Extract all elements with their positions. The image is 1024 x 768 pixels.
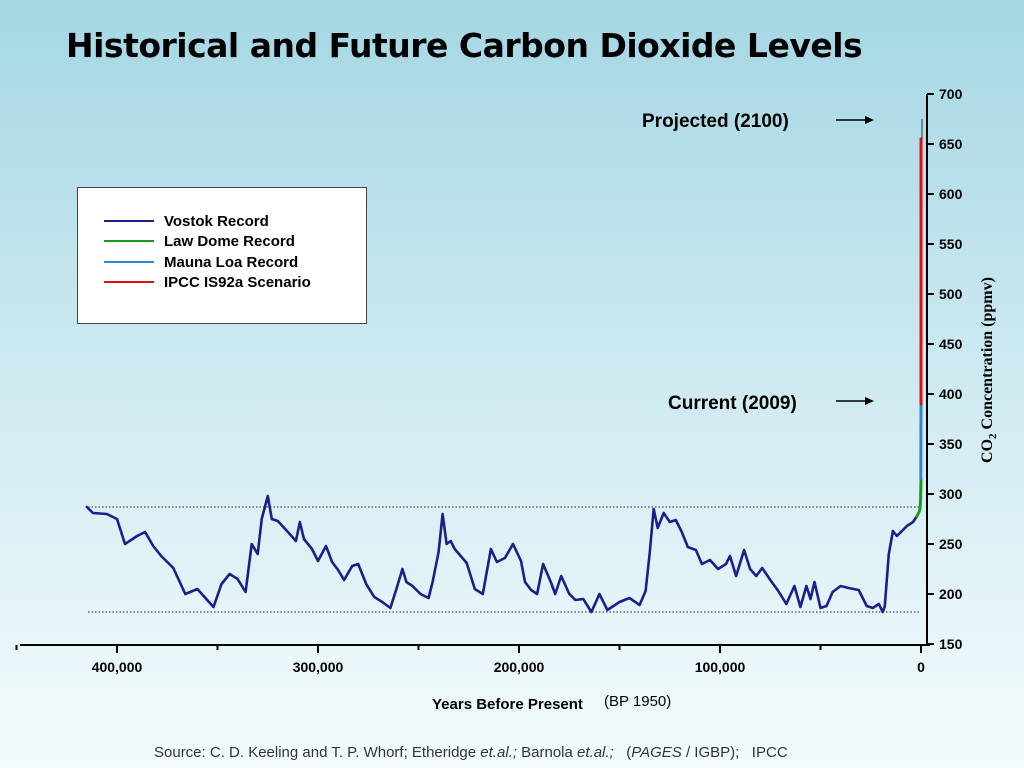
x-tick-label: 100,000 [695,659,746,675]
y-tick-label: 650 [939,136,963,152]
y-tick-label: 200 [939,586,963,602]
annotation-projected-arrow [836,116,874,124]
y-axis-label-co: CO [978,438,996,463]
legend-swatch-ipcc [104,281,154,283]
source-text-1: Source: C. D. Keeling and T. P. Whorf; E… [154,744,481,761]
y-axis-label: CO2 Concentration (ppmv) [979,277,999,463]
y-tick-label: 350 [939,436,963,452]
legend-item-ipcc: IPCC IS92a Scenario [104,272,311,292]
legend-item-vostok: Vostok Record [104,211,269,231]
source-text-3: ( [613,744,632,761]
legend-label-vostok: Vostok Record [164,212,269,230]
series-line-law-dome-record [915,477,923,518]
source-italic-1: et.al.; [480,744,517,761]
legend-label-ipcc: IPCC IS92a Scenario [164,273,311,291]
y-axis-label-subscript: 2 [987,433,1000,439]
y-tick-label: 500 [939,286,963,302]
annotation-current: Current (2009) [668,393,797,414]
legend-label-mauna-loa: Mauna Loa Record [164,253,299,271]
legend-label-law-dome: Law Dome Record [164,232,295,250]
x-tick-label: 0 [917,659,925,675]
y-tick-label: 250 [939,536,963,552]
y-tick-label: 400 [939,386,963,402]
source-italic-3: PAGES [631,744,682,761]
legend-item-mauna-loa: Mauna Loa Record [104,252,298,272]
annotation-current-arrow [836,397,874,405]
legend-swatch-mauna-loa [104,261,154,263]
y-tick-label: 550 [939,236,963,252]
x-axis-label-note: (BP 1950) [604,693,672,710]
y-tick-label: 700 [939,86,963,102]
legend-swatch-vostok [104,220,154,222]
y-axis-label-rest: Concentration (ppmv) [978,277,996,434]
legend: Vostok Record Law Dome Record Mauna Loa … [77,187,367,324]
x-axis-label: Years Before Present [432,696,583,713]
x-tick-label: 400,000 [92,659,143,675]
legend-swatch-law-dome [104,240,154,242]
source-citation: Source: C. D. Keeling and T. P. Whorf; E… [154,744,788,761]
annotation-projected: Projected (2100) [642,111,789,132]
source-italic-2: et.al.; [577,744,614,761]
page-title: Historical and Future Carbon Dioxide Lev… [66,26,863,65]
y-tick-label: 600 [939,186,963,202]
legend-item-law-dome: Law Dome Record [104,231,295,251]
y-tick-label: 150 [939,636,963,652]
series-line-vostok-record [85,494,919,614]
y-tick-label: 450 [939,336,963,352]
y-tick-label: 300 [939,486,963,502]
source-text-4: / IGBP); IPCC [681,744,788,761]
source-text-2: Barnola [516,744,578,761]
x-tick-label: 200,000 [494,659,545,675]
x-tick-label: 300,000 [293,659,344,675]
